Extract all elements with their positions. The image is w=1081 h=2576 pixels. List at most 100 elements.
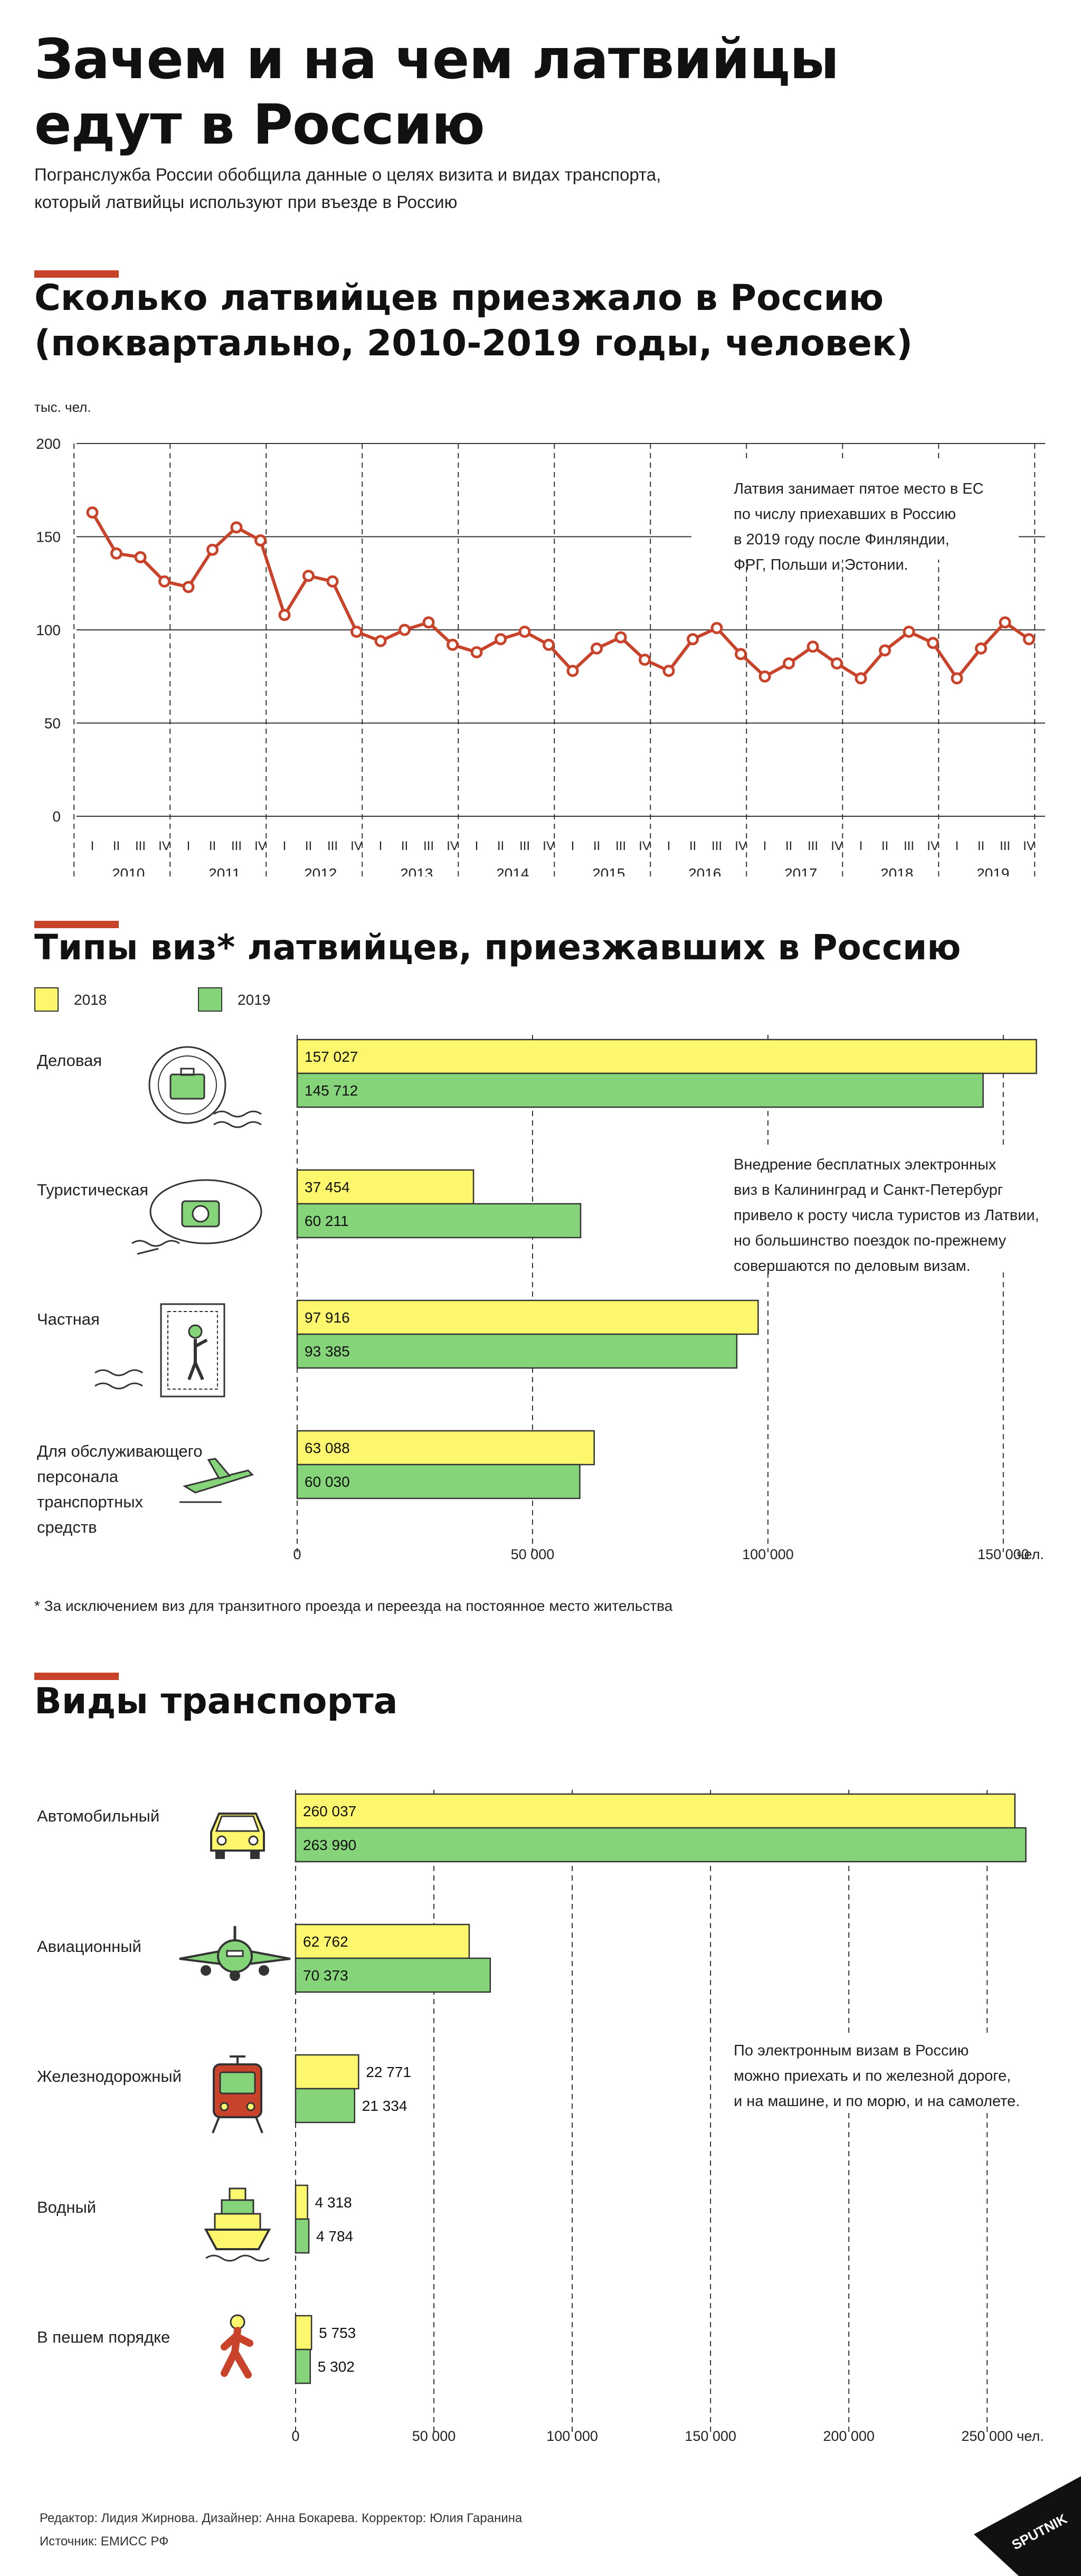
- ship-icon: [204, 2187, 271, 2262]
- quarter-tick-label: III: [1000, 839, 1010, 853]
- bar-2018: [296, 1299, 759, 1335]
- note-line: но большинство поездок по-прежнему: [734, 1232, 1007, 1249]
- visa-category-business: Деловая: [37, 1051, 102, 1070]
- data-point: [927, 637, 939, 649]
- bar-value-label: 97 916: [305, 1309, 350, 1326]
- section-accent-bar: [34, 1673, 119, 1680]
- x-axis-unit: чел.: [1017, 1546, 1044, 1562]
- quarter-tick-label: IV: [254, 839, 267, 853]
- data-point: [86, 506, 99, 519]
- quarter-tick-label: III: [615, 839, 626, 853]
- quarter-tick-label: IV: [158, 839, 170, 853]
- bar-value-label: 70 373: [303, 1967, 348, 1984]
- bar-2018: [295, 2315, 312, 2351]
- bar-value-label: 60 030: [305, 1474, 350, 1490]
- bar-value-label: 62 762: [303, 1933, 348, 1950]
- note-line: Внедрение бесплатных электронных: [734, 1156, 997, 1173]
- quarter-tick-label: II: [881, 839, 888, 853]
- visa-category-transport-staff: Для обслуживающего персонала транспортны…: [37, 1439, 203, 1540]
- bar-value-label: 260 037: [303, 1803, 356, 1819]
- y-tick-label: 100: [36, 622, 61, 638]
- quarter-tick-label: II: [305, 839, 312, 853]
- bar-2019: [295, 2348, 311, 2384]
- visa-category-tourist: Туристическая: [37, 1181, 149, 1199]
- quarter-tick-label: II: [978, 839, 984, 853]
- bar-2018: [295, 2054, 359, 2090]
- bar-2018: [295, 1923, 470, 1959]
- bar-value-label: 5 753: [319, 2325, 356, 2341]
- bar-2019: [295, 2088, 356, 2124]
- transport-category-rail: Железнодорожный: [37, 2067, 182, 2086]
- year-tick-label: 2012: [304, 865, 337, 876]
- data-point: [470, 646, 483, 658]
- quarter-tick-label: III: [808, 839, 818, 853]
- x-axis: I II III IV I II III IV I II III IV I II III IV I II III IV…: [91, 839, 1035, 876]
- data-point: [687, 633, 699, 646]
- y-tick-label: 50: [44, 715, 61, 732]
- quarter-tick-label: II: [689, 839, 696, 853]
- note-line: по числу приехавших в Россию: [734, 506, 956, 523]
- data-point: [831, 657, 843, 670]
- bar-2019: [296, 1464, 581, 1499]
- note-line: виз в Калининград и Санкт-Петербург: [734, 1182, 1003, 1199]
- line-chart-note: Латвия занимает пятое место в ЕС по числ…: [691, 462, 1019, 573]
- visa-bars: 157 027 37 454 97 916 63 088 145 712 60 211 93…: [296, 1039, 1037, 1499]
- data-point: [710, 621, 723, 634]
- bar-2018: [296, 1169, 475, 1205]
- quarter-tick-label: IV: [1023, 839, 1035, 853]
- note-line: ФРГ, Польши и Эстонии.: [734, 556, 908, 573]
- quarter-tick-label: IV: [831, 839, 843, 853]
- page-title: Зачем и на чем латвийцы едут в Россию: [34, 26, 984, 157]
- quarter-tick-label: II: [593, 839, 600, 853]
- transport-category-walk: В пешем порядке: [37, 2328, 170, 2346]
- quarter-tick-label: III: [135, 839, 146, 853]
- quarter-tick-label: III: [231, 839, 242, 853]
- data-point: [110, 547, 122, 560]
- bar-value-label: 4 318: [315, 2194, 352, 2211]
- data-point: [1023, 633, 1035, 646]
- train-icon: [212, 2055, 263, 2134]
- bar-value-label: 37 454: [305, 1179, 350, 1195]
- data-point: [495, 633, 507, 646]
- data-point: [230, 521, 243, 534]
- bar-2019: [295, 2218, 310, 2254]
- quarter-tick-label: IV: [639, 839, 651, 853]
- airplane-front-icon: [179, 1926, 291, 1981]
- page-subtitle: Погранслужба России обобщила данные о це…: [34, 161, 879, 216]
- bar-2018: [296, 1430, 595, 1466]
- quarter-tick-label: I: [283, 839, 287, 853]
- credits: Редактор: Лидия Жирнова. Дизайнер: Анна …: [40, 2511, 523, 2525]
- camera-stamp-icon: [131, 1179, 262, 1255]
- transport-chart-note: По электронным визам в Россию можно прие…: [718, 2033, 1066, 2112]
- quarter-tick-label: I: [859, 839, 863, 853]
- label-line: Для обслуживающего: [37, 1442, 203, 1460]
- person-stamp-icon: [94, 1303, 225, 1398]
- year-tick-label: 2016: [688, 865, 721, 876]
- briefcase-stamp-icon: [148, 1046, 262, 1128]
- airplane-icon: [179, 1458, 254, 1503]
- quarter-tick-label: II: [401, 839, 408, 853]
- label-line: средств: [37, 1518, 97, 1536]
- data-point: [158, 575, 170, 588]
- x-tick-label: 50 000: [511, 1546, 555, 1562]
- quarter-tick-label: IV: [735, 839, 747, 853]
- note-line: привело к росту числа туристов из Латвии…: [734, 1207, 1039, 1224]
- note-line: и на машине, и по морю, и на самолете.: [734, 2093, 1020, 2110]
- bar-2019: [295, 1957, 491, 1993]
- data-point: [807, 640, 819, 653]
- data-point: [735, 648, 747, 660]
- transport-x-axis: 0 50 000 100 000 150 000 200 000 250 000 чел.: [291, 2428, 1044, 2444]
- visa-footnote: * За исключением виз для транзитного про…: [34, 1598, 673, 1614]
- quarter-tick-label: III: [327, 839, 338, 853]
- data-point: [278, 609, 291, 621]
- year-tick-label: 2015: [592, 865, 625, 876]
- year-tick-label: 2014: [496, 865, 529, 876]
- bar-value-label: 263 990: [303, 1837, 356, 1853]
- y-tick-label: 150: [36, 529, 61, 545]
- bar-2019: [296, 1203, 582, 1239]
- bar-2018: [295, 1793, 1016, 1829]
- line-series: [86, 506, 1035, 685]
- transport-category-car: Автомобильный: [37, 1807, 160, 1825]
- data-point: [254, 534, 267, 547]
- year-tick-label: 2010: [112, 865, 145, 876]
